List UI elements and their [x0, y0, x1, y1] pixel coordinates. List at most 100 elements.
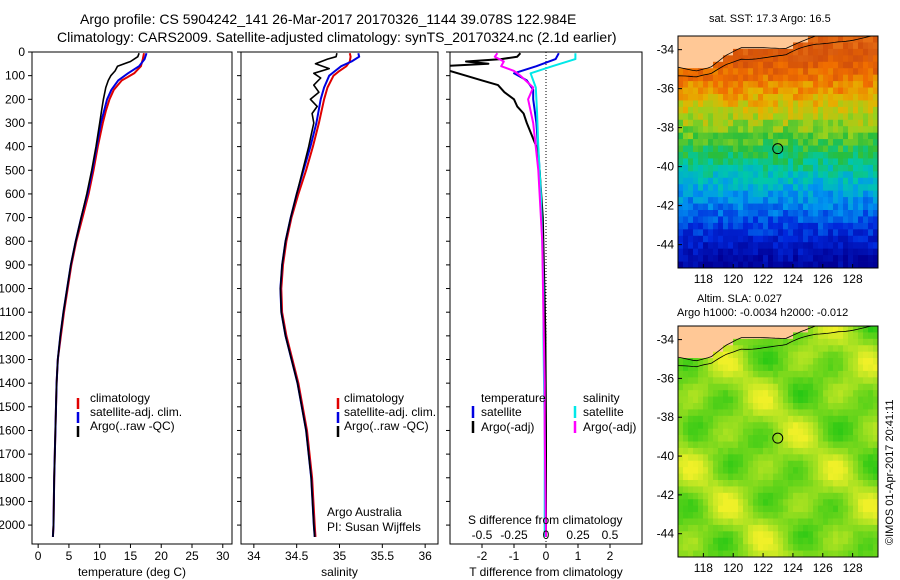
map-cell	[773, 255, 779, 262]
map-cell	[698, 326, 704, 333]
map-cell	[843, 338, 849, 346]
map-cell	[853, 524, 859, 532]
map-cell	[853, 351, 859, 359]
x-tick-label: 34	[247, 549, 261, 563]
map-cell	[873, 492, 878, 500]
map-cell	[738, 370, 744, 378]
map-cell	[783, 106, 789, 114]
map-cell	[798, 486, 804, 494]
map-cell	[678, 351, 684, 359]
map-cell	[803, 119, 809, 127]
y-tick-label: 1400	[0, 376, 25, 390]
map-cell	[703, 94, 709, 101]
map-cell	[733, 435, 739, 442]
map-cell	[848, 184, 854, 192]
map-cell	[743, 454, 749, 462]
map-cell	[743, 222, 749, 230]
map-cell	[713, 537, 719, 545]
map-cell	[868, 435, 874, 442]
map-cell	[813, 242, 819, 250]
map-cell	[738, 100, 744, 108]
map-cell	[718, 505, 724, 513]
map-cell	[823, 377, 829, 385]
map-cell	[708, 370, 714, 378]
map-cell	[728, 210, 734, 217]
map-cell	[783, 145, 789, 153]
map-cell	[828, 197, 834, 204]
sla-map-panel: 118 120 122 124 126 128-34-36-38-40-42-44	[657, 325, 879, 575]
map-cell	[813, 403, 819, 410]
map-cell	[683, 441, 689, 449]
map-cell	[828, 171, 834, 179]
map-cell	[753, 358, 759, 365]
map-cell	[723, 531, 729, 539]
map-cell	[808, 242, 814, 250]
map-cell	[698, 222, 704, 230]
map-cell	[688, 338, 694, 346]
map-cell	[713, 403, 719, 410]
map-cell	[688, 358, 694, 365]
map-cell	[848, 113, 854, 121]
map-cell	[693, 383, 699, 391]
map-cell	[858, 364, 864, 372]
map-cell	[803, 190, 809, 198]
map-cell	[833, 36, 839, 43]
map-cell	[808, 454, 814, 462]
map-cell	[848, 460, 854, 468]
map-cell	[678, 447, 684, 455]
map-cell	[808, 190, 814, 198]
map-cell	[723, 81, 729, 88]
map-cell	[733, 210, 739, 217]
map-cell	[868, 190, 874, 198]
map-cell	[688, 210, 694, 217]
map-cell	[868, 332, 874, 340]
map-cell	[723, 550, 729, 557]
map-cell	[863, 390, 869, 397]
map-cell	[678, 364, 684, 372]
map-cell	[823, 441, 829, 449]
map-cell	[693, 403, 699, 410]
map-cell	[678, 61, 684, 69]
map-cell	[758, 447, 764, 455]
map-cell	[693, 94, 699, 101]
map-cell	[758, 428, 764, 436]
map-cell	[728, 106, 734, 114]
map-cell	[863, 106, 869, 114]
map-cell	[753, 100, 759, 108]
map-cell	[748, 338, 754, 346]
map-cell	[823, 203, 829, 211]
map-cell	[848, 473, 854, 481]
map-cell	[733, 332, 739, 340]
map-cell	[858, 499, 864, 507]
map-cell	[688, 550, 694, 557]
map-cell	[863, 68, 869, 76]
map-cell	[693, 358, 699, 365]
map-cell	[818, 486, 824, 494]
map-cell	[693, 248, 699, 256]
map-cell	[758, 332, 764, 340]
map-cell	[738, 454, 744, 462]
map-cell	[763, 377, 769, 385]
map-cell	[763, 505, 769, 513]
map-cell	[718, 486, 724, 494]
map-cell	[723, 428, 729, 436]
map-cell	[773, 512, 779, 519]
map-cell	[813, 229, 819, 237]
map-cell	[858, 473, 864, 481]
map-cell	[748, 235, 754, 243]
map-cell	[868, 505, 874, 513]
map-cell	[723, 242, 729, 250]
map-cell	[758, 61, 764, 69]
map-cell	[688, 512, 694, 519]
map-cell	[798, 61, 804, 69]
argo-location-marker	[772, 432, 784, 444]
map-cell	[868, 222, 874, 230]
map-cell	[738, 145, 744, 153]
legend-label-argo: Argo(..raw -QC)	[90, 419, 175, 433]
map-cell	[763, 235, 769, 243]
map-cell	[868, 210, 874, 217]
map-cell	[793, 152, 799, 159]
map-cell	[753, 42, 759, 50]
map-cell	[693, 537, 699, 545]
map-cell	[743, 409, 749, 417]
